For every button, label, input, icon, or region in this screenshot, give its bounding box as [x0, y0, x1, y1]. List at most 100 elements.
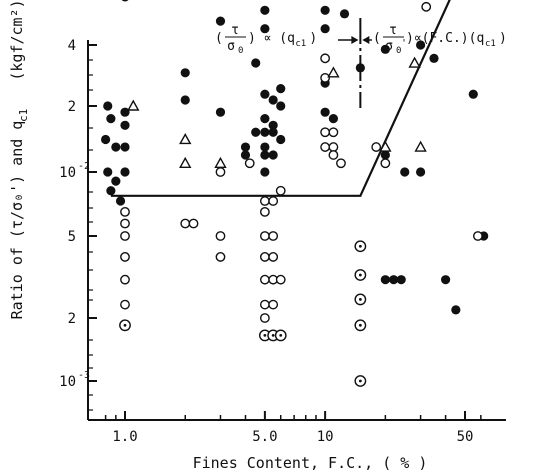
open-circle-point	[215, 252, 226, 262]
y-tick-label: 2	[68, 99, 76, 115]
open-circle-point	[259, 231, 270, 241]
annotation-left-post: ) ∝ (q	[248, 31, 295, 46]
filled-circle-point	[380, 44, 390, 54]
dotted-circle-dot	[358, 298, 362, 301]
filled-circle-point	[260, 24, 270, 34]
arrow-left-head	[351, 36, 359, 44]
annotation-left-sigma-sub: 0	[238, 46, 243, 56]
y-tick-label: 2	[68, 311, 76, 327]
y-tick-label: 10	[59, 374, 76, 390]
filled-circle-point	[260, 150, 270, 160]
filled-circle-point	[268, 120, 278, 130]
open-circle-point	[268, 231, 279, 241]
open-circle-point	[259, 252, 270, 262]
filled-circle-point	[260, 89, 270, 99]
filled-circle-point	[355, 63, 365, 73]
annotation-right-open: (	[373, 31, 381, 46]
open-circle-point	[188, 218, 199, 229]
dotted-circle-dot	[358, 244, 362, 248]
filled-circle-point	[268, 95, 278, 105]
filled-circle-point	[260, 127, 270, 137]
annotation-left-open: (	[215, 31, 223, 46]
filled-circle-point	[416, 167, 426, 177]
filled-circle-point	[276, 134, 286, 145]
open-circle-point	[371, 142, 382, 152]
y-tick-exponent: -3	[78, 370, 90, 381]
open-circle-point	[259, 299, 270, 310]
annotation-left-sub: c1	[295, 39, 306, 49]
filled-circle-point	[441, 275, 451, 285]
open-circle-point	[336, 158, 346, 169]
open-circle-point	[120, 218, 130, 229]
annotation-right: (τσ 0')∝(F.C.)(q c1)	[373, 23, 507, 56]
y-tick-label: 4	[68, 38, 76, 54]
filled-circle-point	[103, 101, 113, 111]
filled-circle-point	[260, 114, 270, 124]
open-triangle-point	[327, 66, 340, 78]
annotation-left-tau: τ	[231, 23, 239, 38]
open-triangle-point	[379, 140, 392, 152]
annotation-right-post: )∝(F.C.)(q	[406, 31, 484, 46]
open-triangle-point	[214, 156, 227, 168]
filled-circle-point	[111, 142, 121, 152]
filled-circle-point	[121, 0, 129, 2]
open-circle-point	[259, 274, 270, 285]
y-axis-label-sub: c1	[17, 109, 30, 122]
y-axis-unit: (kgf/cm²)	[8, 0, 26, 81]
y-tick-label: 10	[59, 165, 76, 181]
filled-circle-point	[320, 107, 330, 117]
filled-circle-point	[268, 150, 278, 160]
filled-circle-point	[251, 127, 261, 137]
open-circle-point	[259, 206, 270, 217]
open-circle-point	[215, 167, 226, 177]
arrow-right-head	[362, 36, 370, 44]
filled-circle-point	[416, 40, 426, 50]
y-tick-label: 5	[68, 229, 76, 245]
dotted-circle-dot	[123, 323, 127, 327]
open-triangle-point	[414, 140, 427, 152]
axes	[87, 40, 506, 421]
boundary-line	[110, 0, 451, 197]
open-circle-point	[328, 150, 339, 160]
annotations: (τσ 0) ∝ (q c1) (τσ 0')∝(F.C.)(q c1)	[215, 23, 507, 56]
filled-circle-point	[120, 107, 130, 117]
filled-circle-point	[215, 107, 226, 117]
open-circle-point	[120, 252, 130, 262]
x-tick-label: 1.0	[112, 429, 137, 445]
dotted-circle-dot	[358, 273, 362, 277]
dotted-circle-dot	[271, 333, 275, 337]
data-points	[101, 0, 489, 387]
open-circle-point	[120, 299, 130, 310]
annotation-right-close: )	[499, 31, 507, 46]
open-circle-point	[328, 127, 339, 138]
filled-circle-point	[215, 16, 226, 26]
open-circle-point	[380, 158, 391, 169]
filled-circle-point	[120, 142, 130, 152]
filled-circle-point	[380, 275, 390, 285]
open-circle-point	[268, 196, 279, 206]
open-circle-point	[328, 142, 339, 152]
open-circle-point	[472, 231, 483, 241]
open-circle-point	[275, 185, 286, 196]
annotation-left: (τσ 0) ∝ (q c1)	[215, 23, 317, 56]
open-circle-point	[180, 218, 191, 229]
annotation-left-close: )	[309, 31, 317, 46]
filled-circle-point	[106, 186, 116, 196]
filled-circle-point	[468, 89, 478, 99]
filled-circle-point	[180, 95, 190, 105]
dotted-circle-dot	[279, 333, 283, 337]
open-circle-point	[120, 274, 130, 285]
filled-circle-point	[260, 167, 270, 177]
filled-circle-point	[115, 196, 126, 206]
open-circle-point	[320, 53, 331, 64]
filled-circle-point	[451, 305, 461, 315]
open-circle-point	[120, 206, 130, 217]
open-circle-point	[215, 231, 226, 241]
filled-circle-point	[276, 83, 286, 94]
filled-circle-point	[320, 5, 330, 15]
x-tick-label: 10	[317, 429, 334, 445]
filled-circle-point	[389, 275, 399, 285]
open-triangle-point	[179, 133, 192, 145]
